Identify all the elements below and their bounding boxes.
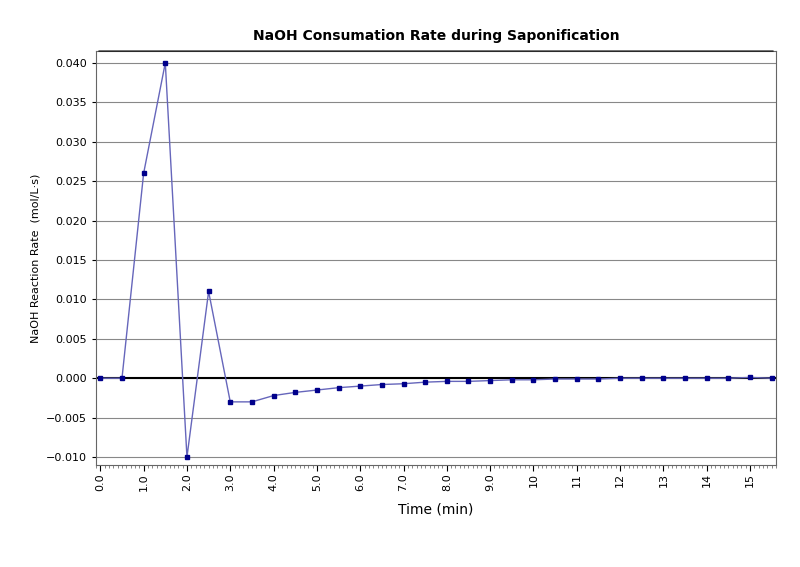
Y-axis label: NaOH Reaction Rate  (mol/L·s): NaOH Reaction Rate (mol/L·s)	[30, 174, 41, 342]
Title: NaOH Consumation Rate during Saponification: NaOH Consumation Rate during Saponificat…	[253, 29, 619, 43]
X-axis label: Time (min): Time (min)	[398, 502, 474, 516]
